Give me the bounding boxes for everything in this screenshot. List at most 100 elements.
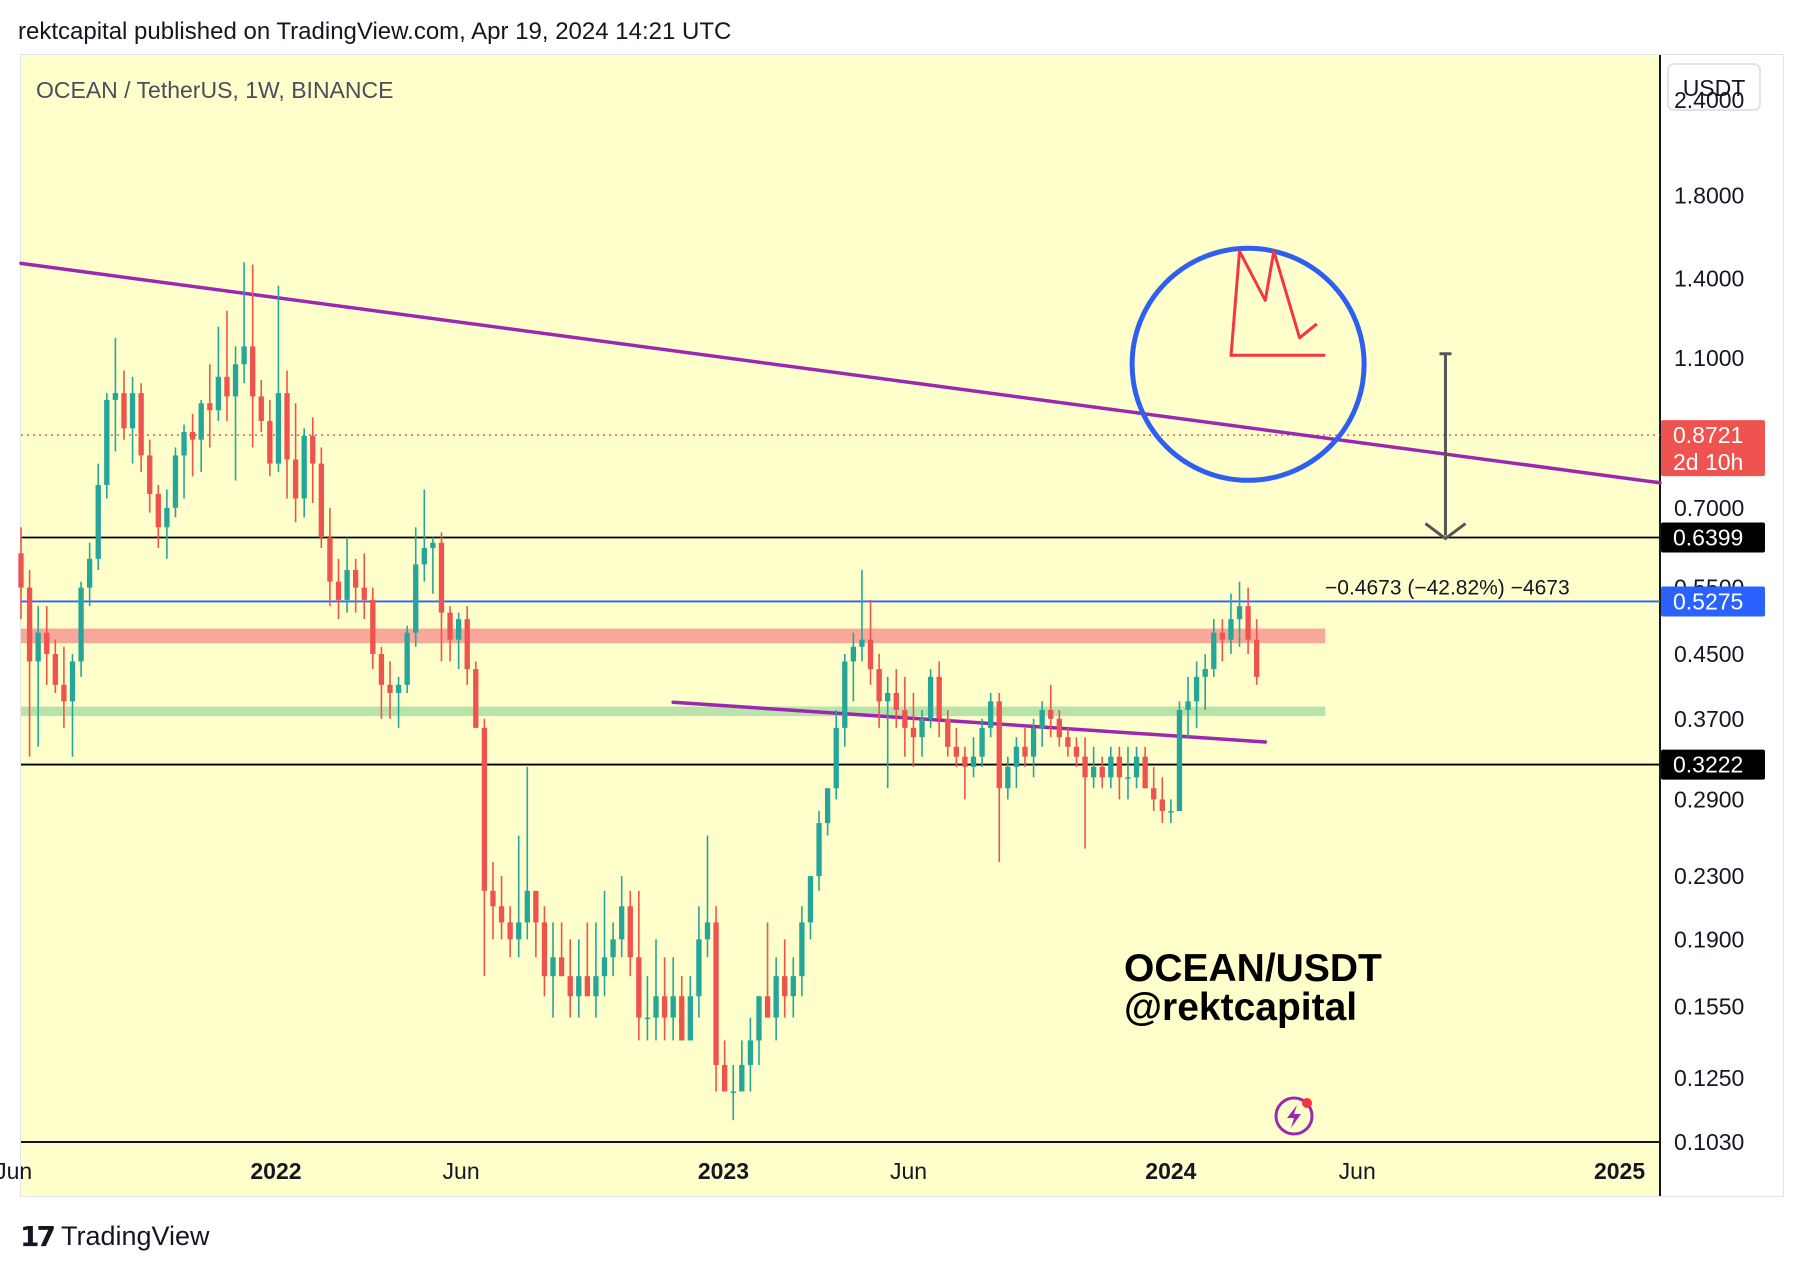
candle: [353, 558, 359, 613]
candle: [1125, 746, 1131, 800]
price-tag-label: 0.3222: [1673, 752, 1743, 778]
price-tag-0.6399: [1661, 522, 1765, 553]
candle-body: [104, 399, 110, 485]
candle-body: [138, 393, 144, 456]
candle-body: [1073, 746, 1080, 757]
publish-info: rektcapital published on TradingView.com…: [18, 18, 732, 45]
candle: [498, 876, 505, 940]
price-tick-label: 0.3700: [1674, 706, 1744, 732]
candle-body: [301, 435, 307, 499]
candle: [996, 693, 1002, 863]
candle-body: [164, 507, 170, 528]
candle-body: [627, 906, 633, 958]
price-tag-label: 0.5275: [1673, 588, 1743, 614]
candle: [610, 922, 616, 977]
candle: [1048, 684, 1054, 738]
candle-body: [1211, 632, 1217, 670]
currency-label: USDT: [1683, 75, 1746, 101]
candle: [1022, 727, 1028, 767]
time-tick-label: Jun: [890, 1158, 927, 1184]
candle: [164, 489, 170, 559]
candle: [893, 669, 899, 728]
candle-body: [558, 957, 565, 977]
candle-body: [292, 459, 299, 499]
tradingview-logo[interactable]: 17 TradingView: [20, 1220, 210, 1253]
candle: [224, 310, 230, 421]
candle-body: [172, 455, 179, 508]
candle: [1159, 777, 1165, 824]
candle: [455, 612, 462, 670]
candle-body: [550, 957, 556, 977]
candle-body: [1090, 766, 1097, 778]
candle: [799, 906, 805, 997]
support-zone: [21, 706, 1326, 717]
candle-body: [44, 632, 50, 655]
price-tick-label: 0.1030: [1674, 1129, 1744, 1155]
candle: [1116, 746, 1123, 800]
price-tag-countdown: 2d 10h: [1673, 449, 1743, 475]
candle-body: [1125, 777, 1131, 779]
candle-body: [1202, 669, 1208, 677]
candle-body: [807, 876, 814, 923]
candle-body: [739, 1064, 745, 1092]
candle-body: [524, 890, 530, 923]
candle-body: [799, 922, 805, 977]
candle-body: [481, 727, 488, 891]
candle-body: [121, 393, 127, 429]
candle-body: [619, 906, 625, 940]
candle-body: [69, 661, 76, 702]
candle-body: [833, 727, 839, 789]
candle: [104, 393, 110, 499]
candle: [713, 906, 719, 1092]
candle-body: [1082, 756, 1088, 778]
candle-body: [241, 346, 247, 365]
candle: [730, 1064, 736, 1121]
candle-body: [404, 632, 410, 685]
price-tick-label: 1.1000: [1674, 345, 1744, 371]
flash-icon[interactable]: [1274, 1096, 1314, 1136]
candle: [1030, 718, 1037, 778]
candle: [181, 424, 187, 499]
time-tick-label: 2022: [250, 1158, 301, 1184]
candle-body: [859, 639, 865, 647]
candle: [1082, 737, 1088, 849]
candle: [1193, 661, 1200, 728]
candle: [782, 939, 788, 1018]
candle-body: [155, 493, 161, 528]
candle: [1142, 746, 1148, 789]
candle: [516, 835, 522, 958]
time-axis[interactable]: Jun 2022 Jun 2023 Jun 2024 Jun 2025: [0, 1158, 1645, 1184]
candle: [1005, 756, 1011, 800]
measure-label: −0.4673 (−42.82%) −4673: [1325, 576, 1570, 599]
candle: [69, 654, 76, 757]
price-tick-label: 1.8000: [1674, 182, 1744, 208]
candles-layer: [18, 262, 1260, 1121]
candle-body: [696, 939, 702, 997]
candle-body: [893, 693, 899, 710]
candle: [61, 646, 67, 728]
candle-body: [1005, 766, 1011, 789]
candle: [35, 606, 41, 747]
candle-body: [387, 684, 393, 694]
time-tick-label: 2025: [1594, 1158, 1645, 1184]
candle-body: [490, 890, 496, 907]
candle: [756, 996, 762, 1065]
candle: [1099, 756, 1105, 789]
candle: [370, 587, 376, 670]
candle: [490, 862, 496, 940]
candle: [155, 484, 161, 548]
candle-body: [215, 376, 222, 411]
candle-body: [198, 403, 204, 440]
time-tick-label: Jun: [0, 1158, 32, 1184]
candle: [464, 606, 470, 685]
price-tick-label: 0.1250: [1674, 1065, 1744, 1091]
currency-button[interactable]: [1667, 63, 1761, 111]
candle: [747, 1017, 754, 1092]
candle-body: [250, 346, 256, 397]
candle-body: [1099, 766, 1105, 778]
candle-body: [842, 661, 848, 728]
candle-body: [1254, 639, 1260, 677]
candle: [885, 676, 891, 789]
candle-body: [576, 976, 582, 997]
